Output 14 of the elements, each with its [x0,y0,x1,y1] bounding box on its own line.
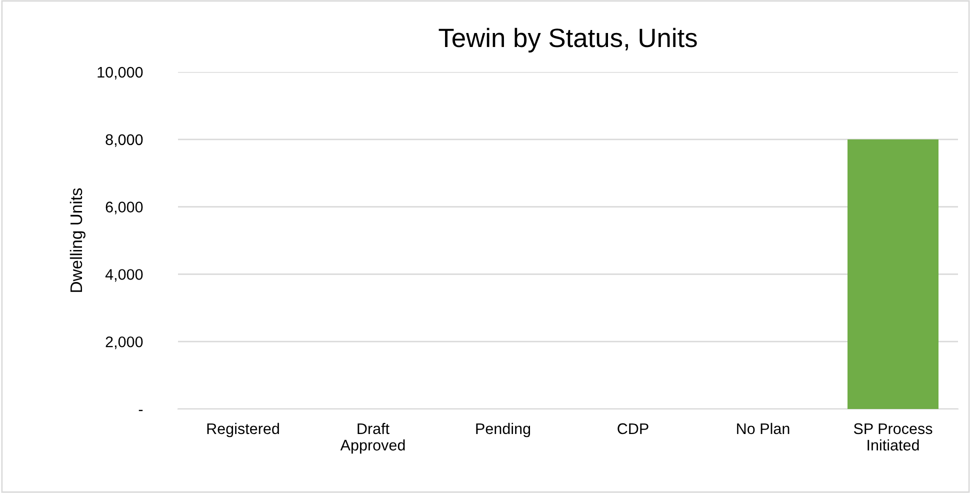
chart-title: Tewin by Status, Units [438,28,697,52]
y-tick-label: - [138,410,143,412]
y-tick-label: 10,000 [98,66,143,80]
x-tick-label: CDP [618,423,648,434]
y-axis-title: Dwelling Units [70,188,86,292]
y-tick-label: 2,000 [106,336,143,350]
y-tick-label: 6,000 [106,202,143,214]
y-tick-label: 8,000 [106,134,143,147]
x-tick-label: Registered [207,422,279,438]
y-tick-label: 4,000 [105,269,143,282]
x-tick-label: Pending [476,422,530,438]
x-tick-label: No Plan [737,422,790,434]
x-tick-label: Draft Approved [340,422,405,454]
x-tick-label: SP Process Initiated [854,423,932,451]
